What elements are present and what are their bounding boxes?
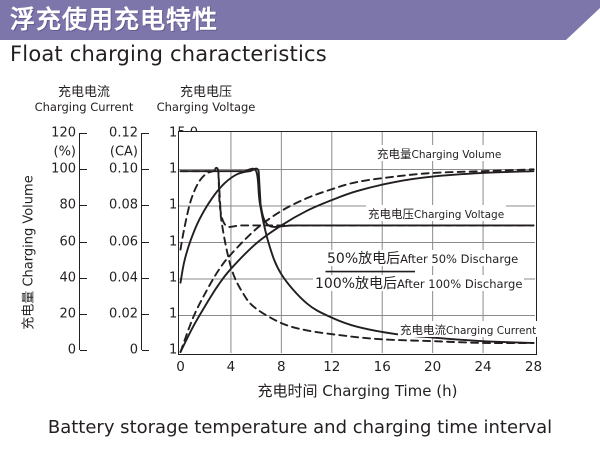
annotation-disc100-cn: 100%放电后 — [315, 276, 398, 292]
axis-header-charging-current: 充电电流 Charging Current — [28, 85, 140, 114]
x-tick-2: 8 — [277, 359, 286, 375]
annotation-charging-current: 充电电流Charging Current — [398, 321, 539, 337]
tick-current-6: 0 — [129, 342, 138, 358]
annotation-current-en: Charging Current — [446, 325, 537, 337]
rail-current — [141, 133, 149, 351]
tick-current-3: 0.06 — [109, 234, 138, 249]
unit-current: (CA) — [109, 144, 138, 160]
tick-current-2: 0.08 — [109, 197, 138, 213]
rail-nub-current-3 — [142, 241, 149, 243]
x-tick-4: 16 — [373, 359, 391, 375]
annotation-charging-voltage: 充电电压Charging Voltage — [366, 205, 507, 221]
rail-nub-percent-1 — [80, 169, 87, 171]
tick-current-4: 0.04 — [109, 270, 138, 286]
tick-current-1: 0.10 — [109, 161, 138, 177]
series-path-3 — [179, 168, 535, 353]
tick-current-5: 0.02 — [109, 306, 138, 322]
rail-nub-percent-5 — [80, 313, 87, 315]
tick-percent-4: 40 — [59, 270, 76, 286]
axis-header-charging-voltage: 充电电压 Charging Voltage — [143, 85, 269, 114]
annotation-charging-volume: 充电量Charging Volume — [375, 145, 504, 161]
rail-nub-percent-3 — [80, 241, 87, 243]
x-tick-7: 28 — [524, 359, 543, 375]
annotation-after-100-discharge: 100%放电后After 100% Discharge — [313, 275, 525, 292]
x-tick-5: 20 — [424, 359, 442, 375]
tick-percent-2: 80 — [59, 197, 76, 213]
chart-curves — [179, 132, 535, 353]
x-tick-1: 4 — [226, 359, 236, 375]
rail-nub-current-4 — [142, 277, 149, 279]
banner-background-shape — [0, 0, 600, 40]
x-axis-ticks: 0 4 8 12 16 20 24 28 — [176, 357, 542, 377]
x-axis-label-en: Charging Time (h) — [317, 382, 458, 400]
rail-nub-current-2 — [142, 205, 149, 207]
header-banner: 浮充使用充电特性 — [0, 0, 600, 40]
axis-header-voltage-cn: 充电电压 — [179, 85, 232, 100]
annotation-after-50-discharge: 50%放电后After 50% Discharge — [325, 250, 521, 267]
series-path-2 — [179, 170, 535, 353]
annotation-disc50-cn: 50%放电后 — [327, 251, 401, 267]
tick-percent-3: 60 — [59, 234, 76, 249]
scale-percent: 120 100 80 60 40 20 0 (%) — [30, 0, 87, 451]
footer-caption: Battery storage temperature and charging… — [47, 417, 553, 438]
annotation-disc50-en: After 50% Discharge — [400, 252, 519, 266]
tick-current-0: 0.12 — [109, 125, 138, 141]
x-tick-0: 0 — [176, 359, 185, 375]
rail-percent — [79, 133, 87, 351]
annotation-current-cn: 充电电流 — [400, 323, 446, 337]
rail-nub-percent-6 — [80, 350, 87, 351]
series-path-5 — [179, 166, 535, 345]
tick-percent-1: 100 — [51, 161, 76, 177]
unit-percent: (%) — [53, 144, 77, 160]
tick-percent-6: 0 — [67, 342, 76, 358]
rail-nub-percent-0 — [80, 133, 87, 134]
rail-nub-percent-4 — [80, 277, 87, 279]
annotation-disc100-en: After 100% Discharge — [397, 277, 523, 291]
x-axis-label: 充电时间 Charging Time (h) — [178, 380, 537, 401]
rail-nub-current-0 — [142, 133, 149, 134]
annotation-voltage-en: Charging Voltage — [414, 209, 505, 221]
annotation-voltage-cn: 充电电压 — [368, 207, 414, 221]
rail-nub-current-1 — [142, 169, 149, 171]
rail-nub-current-6 — [142, 350, 149, 351]
chart-plot-area — [178, 131, 537, 355]
scale-current-ca: 0.12 0.10 0.08 0.06 0.04 0.02 0 (CA) — [92, 0, 149, 451]
axis-header-current-en: Charging Current — [34, 99, 134, 114]
x-tick-6: 24 — [474, 359, 492, 375]
tick-percent-0: 120 — [51, 125, 76, 141]
rail-nub-percent-2 — [80, 205, 87, 207]
x-axis-label-cn: 充电时间 — [257, 382, 318, 400]
rail-nub-current-5 — [142, 313, 149, 315]
tick-percent-5: 20 — [59, 306, 76, 322]
axis-header-current-cn: 充电电流 — [57, 85, 110, 100]
axis-header-voltage-en: Charging Voltage — [156, 99, 256, 114]
page-title-cn: 浮充使用充电特性 — [10, 5, 219, 34]
annotation-volume-en: Charging Volume — [411, 149, 502, 161]
annotation-volume-cn: 充电量 — [377, 147, 412, 161]
page-subtitle-en: Float charging characteristics — [10, 42, 327, 66]
x-tick-3: 12 — [323, 359, 341, 375]
